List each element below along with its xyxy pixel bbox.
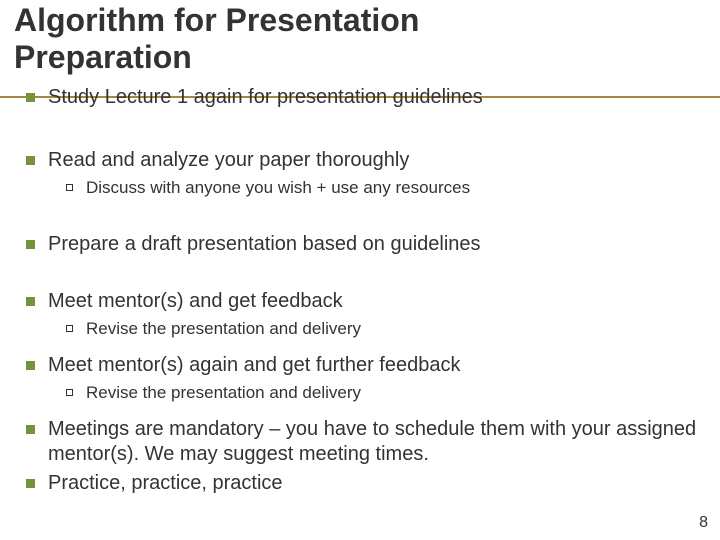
bullet-list-top: Study Lecture 1 again for presentation g… [18,85,698,110]
list-item: Read and analyze your paper thoroughly D… [18,148,698,200]
item-text: Meet mentor(s) and get feedback [48,290,343,312]
sub-item: Revise the presentation and delivery [48,382,698,405]
sub-list: Discuss with anyone you wish + use any r… [48,177,698,200]
item-text: Meet mentor(s) again and get further fee… [48,354,460,376]
title-line-1: Algorithm for Presentation [14,2,419,38]
page-number: 8 [699,514,708,532]
sub-text: Revise the presentation and delivery [86,383,361,402]
slide-title: Algorithm for Presentation Preparation [14,2,694,76]
title-block: Algorithm for Presentation Preparation [14,2,694,76]
item-text: Study Lecture 1 again for presentation g… [48,86,483,108]
item-text: Meetings are mandatory – you have to sch… [48,418,696,465]
item-text: Practice, practice, practice [48,472,283,494]
sub-list: Revise the presentation and delivery [48,382,698,405]
title-line-2: Preparation [14,39,192,75]
item-text: Read and analyze your paper thoroughly [48,149,409,171]
sub-text: Discuss with anyone you wish + use any r… [86,178,470,197]
sub-item: Discuss with anyone you wish + use any r… [48,177,698,200]
item-text: Prepare a draft presentation based on gu… [48,233,481,255]
list-item: Prepare a draft presentation based on gu… [18,232,698,257]
sub-list: Revise the presentation and delivery [48,318,698,341]
sub-text: Revise the presentation and delivery [86,319,361,338]
list-item: Practice, practice, practice [18,471,698,496]
list-item: Meet mentor(s) again and get further fee… [18,353,698,405]
list-item: Meet mentor(s) and get feedback Revise t… [18,289,698,341]
bullet-list: Read and analyze your paper thoroughly D… [18,144,698,496]
slide: Algorithm for Presentation Preparation S… [0,0,720,540]
sub-item: Revise the presentation and delivery [48,318,698,341]
list-item: Study Lecture 1 again for presentation g… [18,85,698,110]
list-item: Meetings are mandatory – you have to sch… [18,417,698,467]
